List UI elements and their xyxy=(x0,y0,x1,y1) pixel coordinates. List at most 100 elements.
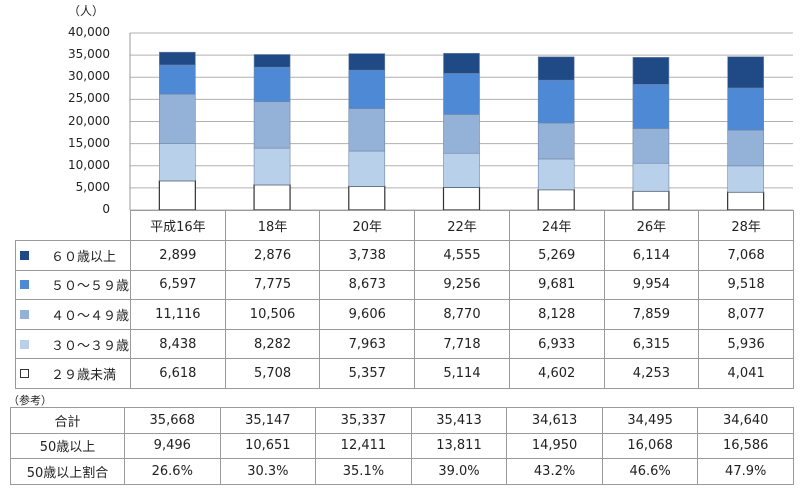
data-label: 2,899 xyxy=(130,240,226,271)
legend-swatch xyxy=(20,280,29,290)
y-tick-label: 30,000 xyxy=(68,69,110,84)
bar-segment xyxy=(348,150,386,187)
bar-segment xyxy=(727,129,764,167)
bar-segment xyxy=(348,69,386,109)
legend-swatch xyxy=(20,309,29,319)
legend-label: ６０歳以上 xyxy=(51,249,117,265)
reference-title: （参考） xyxy=(8,394,52,407)
y-tick-label: 10,000 xyxy=(68,157,110,172)
y-tick-label: 5,000 xyxy=(75,179,110,194)
reference-value: 26.6% xyxy=(124,458,221,485)
data-label: 8,077 xyxy=(698,299,794,330)
reference-value: 13,811 xyxy=(410,432,508,459)
reference-value: 9,496 xyxy=(124,432,221,459)
bar-segment xyxy=(632,84,670,129)
bar-segment xyxy=(727,191,765,211)
data-label: 7,859 xyxy=(603,299,700,330)
y-tick-label: 35,000 xyxy=(68,47,110,62)
data-label: 5,357 xyxy=(319,358,416,389)
bar-segment xyxy=(537,122,575,160)
data-label: 5,708 xyxy=(224,358,321,389)
legend-swatch xyxy=(20,339,29,349)
legend-swatch xyxy=(20,369,29,379)
data-label: 4,555 xyxy=(414,240,510,271)
data-label: 4,253 xyxy=(603,358,700,389)
reference-value: 35,337 xyxy=(315,407,412,434)
bar-segment xyxy=(253,66,291,102)
bar-segment xyxy=(632,128,670,164)
data-label: 6,618 xyxy=(130,358,226,389)
data-label: 5,936 xyxy=(698,328,794,360)
y-tick-label: 15,000 xyxy=(68,135,110,150)
data-label: 9,606 xyxy=(319,299,416,330)
x-tick-label: 平成16年 xyxy=(130,210,226,241)
x-tick-label: 26年 xyxy=(603,210,700,241)
reference-value: 16,068 xyxy=(601,432,699,459)
bar-segment xyxy=(727,165,764,193)
plot-area xyxy=(129,32,793,211)
y-tick-label: 20,000 xyxy=(68,113,110,128)
legend-entry: ４０～４９歳 xyxy=(15,299,131,330)
bar-segment xyxy=(253,184,291,211)
bar-segment xyxy=(159,93,196,144)
bar-segment xyxy=(727,87,764,131)
bar-segment xyxy=(537,56,575,81)
reference-value: 47.9% xyxy=(697,458,794,485)
y-tick-label: 25,000 xyxy=(68,91,110,106)
data-label: 5,114 xyxy=(414,358,510,389)
reference-value: 35,147 xyxy=(219,407,317,434)
data-label: 4,602 xyxy=(508,358,605,389)
bar-segment xyxy=(253,101,291,149)
data-label: 6,315 xyxy=(603,328,700,360)
legend-label: ２９歳未満 xyxy=(51,368,117,384)
reference-row-label: 50歳以上 xyxy=(10,432,125,459)
bar-segment xyxy=(159,51,196,66)
data-label: 7,963 xyxy=(319,328,416,360)
bar-segment xyxy=(159,64,196,95)
bar-segment xyxy=(253,147,291,186)
bar-segment xyxy=(537,158,575,190)
reference-value: 39.0% xyxy=(410,458,508,485)
reference-value: 46.6% xyxy=(601,458,699,485)
x-tick-label: 28年 xyxy=(698,210,794,241)
bar-segment xyxy=(537,79,575,124)
bar-segment xyxy=(158,180,196,211)
data-label: 9,256 xyxy=(414,269,510,301)
y-tick-label: 0 xyxy=(102,202,110,216)
data-label: 4,041 xyxy=(698,358,794,389)
bar-segment xyxy=(443,152,480,188)
bar-segment xyxy=(443,52,480,74)
bar-segment xyxy=(632,57,670,85)
data-label: 5,269 xyxy=(508,240,605,271)
x-tick-label: 22年 xyxy=(414,210,510,241)
reference-value: 35,668 xyxy=(124,407,221,434)
reference-row-label: 合計 xyxy=(10,407,125,434)
reference-value: 43.2% xyxy=(506,458,603,485)
bar-segment xyxy=(632,190,670,211)
bar-segment xyxy=(442,186,481,211)
data-label: 11,116 xyxy=(130,299,226,330)
reference-value: 30.3% xyxy=(219,458,317,485)
data-label: 3,738 xyxy=(319,240,416,271)
bar-segment xyxy=(348,53,386,71)
bar-segment xyxy=(159,143,196,182)
data-label: 6,597 xyxy=(130,269,226,301)
bar-segment xyxy=(253,54,291,68)
data-label: 2,876 xyxy=(224,240,321,271)
reference-value: 10,651 xyxy=(219,432,317,459)
reference-value: 35.1% xyxy=(315,458,412,485)
legend-label: ５０～５９歳 xyxy=(51,279,130,295)
legend-label: ３０～３９歳 xyxy=(51,338,130,354)
legend-label: ４０～４９歳 xyxy=(51,308,130,324)
reference-value: 16,586 xyxy=(697,432,794,459)
reference-row-label: 50歳以上割合 xyxy=(10,458,125,485)
legend-entry: ３０～３９歳 xyxy=(15,328,131,360)
x-tick-label: 18年 xyxy=(224,210,321,241)
reference-value: 34,613 xyxy=(506,407,603,434)
x-tick-label: 20年 xyxy=(319,210,416,241)
reference-value: 34,640 xyxy=(697,407,794,434)
data-label: 7,718 xyxy=(414,328,510,360)
data-label: 8,770 xyxy=(414,299,510,330)
bar-segment xyxy=(537,189,575,211)
